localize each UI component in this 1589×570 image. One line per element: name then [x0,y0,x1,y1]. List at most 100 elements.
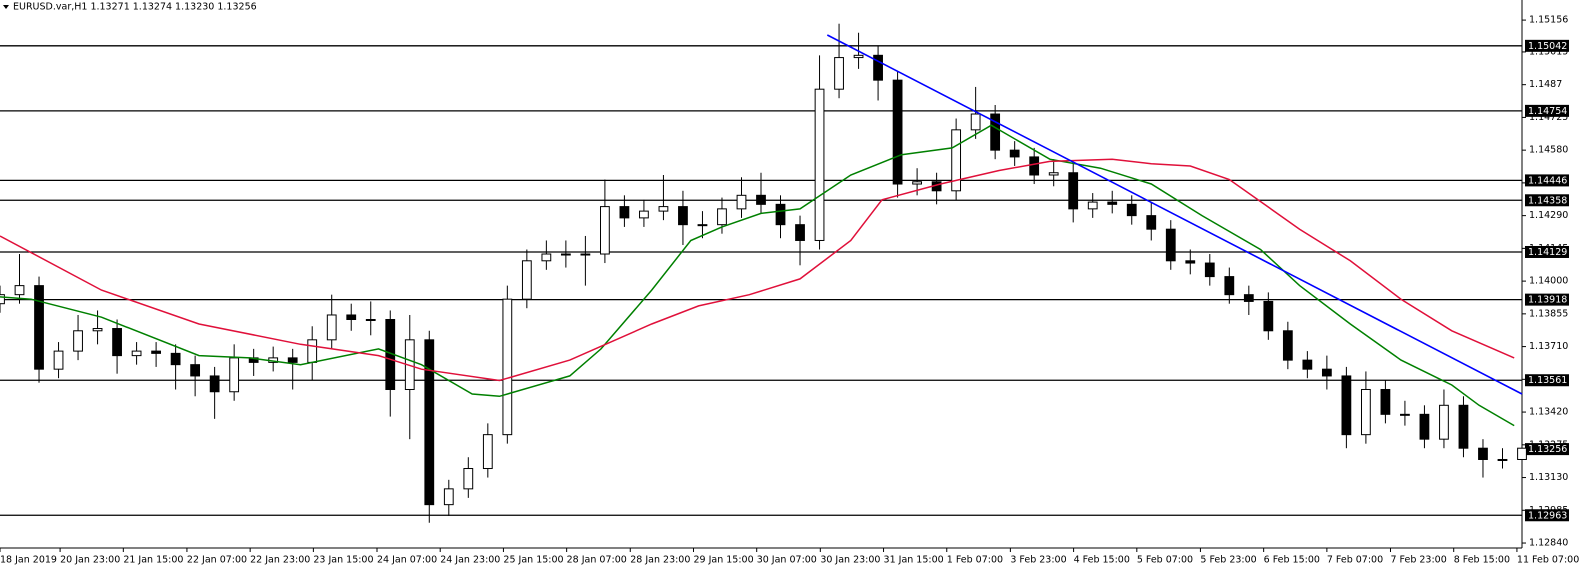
candle-body [463,468,474,490]
candle-body [73,330,83,352]
candle-body [892,79,903,185]
x-tick-label: 3 Feb 23:00 [1010,555,1066,566]
x-tick-label: 31 Jan 15:00 [884,555,944,566]
candle-body [1400,413,1410,416]
candle-body [697,224,708,227]
candle-body [1087,201,1098,210]
trend-line [826,34,1523,395]
candle-body [34,285,44,370]
candle-body [521,260,532,300]
candle-body [131,350,142,357]
x-tick-label: 28 Jan 23:00 [630,555,690,566]
candle-body [1048,172,1059,176]
candle-body [619,206,630,219]
level-label-box [1525,374,1569,387]
candle-body [1361,388,1371,436]
candle-body [0,294,5,305]
candle-body [736,194,747,210]
candle-body [443,488,454,506]
candle-body [1478,447,1488,460]
candle-body [1321,368,1332,377]
candle-body [873,54,883,81]
candle-body [834,57,844,90]
candle-body [1380,388,1391,415]
level-label: 1.14358 [1528,195,1567,206]
candle-body [1517,447,1527,460]
candle-body [853,54,864,59]
level-label-box [1525,194,1569,207]
last-price-box [1525,443,1569,456]
x-tick-label: 7 Feb 07:00 [1327,555,1383,566]
y-tick-label: 1.13855 [1529,308,1568,319]
candle-body [1224,276,1235,296]
candle-body [560,253,571,256]
candle-body [678,206,688,226]
x-tick-label: 11 Feb 07:00 [1517,555,1579,566]
candle-body [1185,260,1196,264]
candle-body [795,224,805,241]
x-tick-label: 20 Jan 23:00 [60,555,120,566]
candle-body [326,314,337,341]
level-label: 1.15042 [1528,41,1567,52]
candle-body [580,253,591,256]
candle-body [112,328,122,357]
chart-title: EURUSD.var,H1 1.13271 1.13274 1.13230 1.… [13,2,257,13]
candle-body [1146,215,1157,230]
candle-body [1419,413,1430,440]
candle-body [190,364,201,377]
level-label-box [1525,174,1569,187]
level-label: 1.14446 [1528,175,1567,186]
y-tick-label: 1.14290 [1529,210,1568,221]
level-label-box [1525,39,1569,52]
level-label-box [1525,509,1569,522]
x-tick-label: 4 Feb 15:00 [1074,555,1130,566]
x-tick-label: 22 Jan 23:00 [250,555,310,566]
candle-body [951,129,962,192]
y-tick-label: 1.1487 [1529,79,1562,90]
x-tick-label: 18 Jan 2019 [0,555,57,566]
candle-body [287,357,298,363]
candle-body [307,339,318,363]
candle-body [541,253,552,262]
x-tick-label: 29 Jan 15:00 [693,555,753,566]
candle-body [1341,375,1352,436]
y-tick-label: 1.15156 [1529,15,1568,26]
candle-body [990,113,1001,151]
moving-average [0,158,1515,382]
level-label-box [1525,293,1569,306]
candle-body [502,298,513,436]
title-arrow [3,5,9,9]
level-label-box [1525,245,1569,258]
candle-body [658,206,669,212]
level-label: 1.13918 [1528,295,1567,306]
candle-body [1439,404,1449,440]
candle-body [482,434,493,470]
level-label-box [1525,104,1569,117]
x-tick-label: 23 Jan 15:00 [313,555,373,566]
y-tick-label: 1.13130 [1529,472,1568,483]
x-tick-label: 25 Jan 15:00 [503,555,563,566]
candle-body [1243,294,1254,302]
candle-body [92,328,103,332]
candle-body [814,88,825,241]
x-tick-label: 1 Feb 07:00 [947,555,1003,566]
x-tick-label: 7 Feb 23:00 [1390,555,1446,566]
x-tick-label: 24 Jan 07:00 [377,555,437,566]
candle-body [717,208,727,226]
candle-body [1458,404,1469,449]
x-tick-label: 24 Jan 23:00 [440,555,500,566]
candle-body [170,352,181,366]
candle-body [1029,156,1040,176]
candle-body [1126,203,1137,217]
x-tick-label: 30 Jan 07:00 [757,555,817,566]
x-tick-label: 8 Feb 15:00 [1454,555,1510,566]
candle-body [14,285,25,296]
candle-body [346,314,357,320]
y-tick-label: 1.14000 [1529,276,1568,287]
candle-body [1068,172,1079,210]
candle-body [756,194,766,205]
candle-body [600,206,610,255]
candle-body [1009,149,1020,158]
level-label: 1.13561 [1528,375,1567,386]
